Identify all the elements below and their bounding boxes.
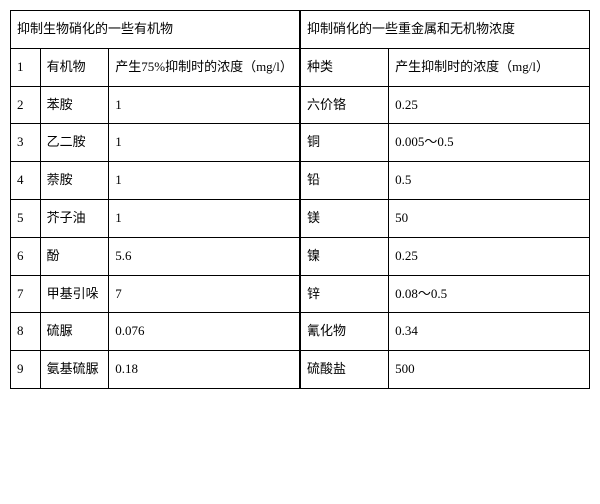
table-row: 9 氨基硫脲 0.18: [11, 351, 300, 389]
row-val: 7: [109, 275, 300, 313]
table-row: 8 硫脲 0.076: [11, 313, 300, 351]
row-name: 锌: [301, 275, 389, 313]
row-num: 7: [11, 275, 41, 313]
left-table: 抑制生物硝化的一些有机物 1 有机物 产生75%抑制时的浓度（mg/l） 2 苯…: [10, 10, 300, 389]
row-name: 氨基硫脲: [40, 351, 109, 389]
table-row: 镍 0.25: [301, 237, 590, 275]
row-val: 1: [109, 199, 300, 237]
row-val: 0.5: [389, 162, 590, 200]
left-header-name: 有机物: [40, 48, 109, 86]
table-row: 铜 0.005～0.5: [301, 124, 590, 162]
table-row: 3 乙二胺 1: [11, 124, 300, 162]
tables-container: 抑制生物硝化的一些有机物 1 有机物 产生75%抑制时的浓度（mg/l） 2 苯…: [10, 10, 590, 389]
row-name: 镁: [301, 199, 389, 237]
table-row: 2 苯胺 1: [11, 86, 300, 124]
row-val: 50: [389, 199, 590, 237]
row-name: 甲基引哚: [40, 275, 109, 313]
row-val: 1: [109, 124, 300, 162]
row-val: 0.34: [389, 313, 590, 351]
row-val: 0.005～0.5: [389, 124, 590, 162]
row-val: 0.25: [389, 237, 590, 275]
row-name: 芥子油: [40, 199, 109, 237]
right-header-name: 种类: [301, 48, 389, 86]
left-header-val: 产生75%抑制时的浓度（mg/l）: [109, 48, 300, 86]
right-title-row: 抑制硝化的一些重金属和无机物浓度: [301, 11, 590, 49]
row-val: 5.6: [109, 237, 300, 275]
table-row: 锌 0.08～0.5: [301, 275, 590, 313]
row-name: 硫酸盐: [301, 351, 389, 389]
row-name: 萘胺: [40, 162, 109, 200]
table-row: 镁 50: [301, 199, 590, 237]
table-row: 铅 0.5: [301, 162, 590, 200]
left-header-row: 1 有机物 产生75%抑制时的浓度（mg/l）: [11, 48, 300, 86]
row-name: 乙二胺: [40, 124, 109, 162]
row-name: 氰化物: [301, 313, 389, 351]
table-row: 4 萘胺 1: [11, 162, 300, 200]
right-table: 抑制硝化的一些重金属和无机物浓度 种类 产生抑制时的浓度（mg/l） 六价铬 0…: [300, 10, 590, 389]
table-row: 5 芥子油 1: [11, 199, 300, 237]
row-val: 0.25: [389, 86, 590, 124]
table-row: 氰化物 0.34: [301, 313, 590, 351]
row-val: 0.08～0.5: [389, 275, 590, 313]
table-row: 六价铬 0.25: [301, 86, 590, 124]
row-name: 硫脲: [40, 313, 109, 351]
row-name: 铅: [301, 162, 389, 200]
table-row: 6 酚 5.6: [11, 237, 300, 275]
table-row: 硫酸盐 500: [301, 351, 590, 389]
row-val: 500: [389, 351, 590, 389]
left-title-cell: 抑制生物硝化的一些有机物: [11, 11, 300, 49]
right-title-cell: 抑制硝化的一些重金属和无机物浓度: [301, 11, 590, 49]
row-num: 3: [11, 124, 41, 162]
left-title-row: 抑制生物硝化的一些有机物: [11, 11, 300, 49]
right-header-row: 种类 产生抑制时的浓度（mg/l）: [301, 48, 590, 86]
row-val: 1: [109, 162, 300, 200]
row-num: 8: [11, 313, 41, 351]
row-name: 六价铬: [301, 86, 389, 124]
row-val: 1: [109, 86, 300, 124]
row-val: 0.18: [109, 351, 300, 389]
row-name: 酚: [40, 237, 109, 275]
row-num: 2: [11, 86, 41, 124]
row-num: 9: [11, 351, 41, 389]
row-val: 0.076: [109, 313, 300, 351]
row-num: 4: [11, 162, 41, 200]
row-name: 苯胺: [40, 86, 109, 124]
row-name: 铜: [301, 124, 389, 162]
right-header-val: 产生抑制时的浓度（mg/l）: [389, 48, 590, 86]
row-num: 6: [11, 237, 41, 275]
row-name: 镍: [301, 237, 389, 275]
row-num: 5: [11, 199, 41, 237]
table-row: 7 甲基引哚 7: [11, 275, 300, 313]
left-header-num: 1: [11, 48, 41, 86]
